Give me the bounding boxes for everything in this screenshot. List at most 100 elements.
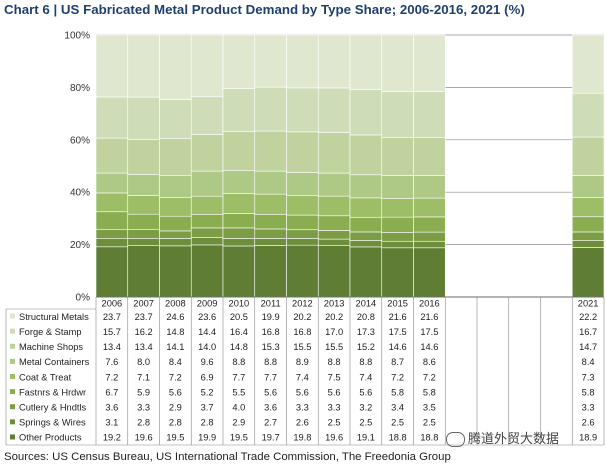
data-label: 8.6 (423, 357, 436, 367)
bar-segment (159, 138, 192, 176)
data-label: 14.1 (166, 342, 184, 352)
bar-segment (413, 197, 446, 218)
data-label: 8.4 (169, 357, 182, 367)
bar-segment (571, 216, 605, 233)
bar-segment (381, 198, 414, 218)
data-label: 16.4 (230, 327, 248, 337)
data-label: 3.6 (105, 403, 118, 413)
legend-label: Coat & Treat (19, 372, 72, 382)
data-label: 19.6 (135, 433, 153, 443)
data-label: 19.2 (103, 433, 121, 443)
data-label: 19.1 (357, 433, 375, 443)
bar-segment (95, 172, 129, 194)
bar-segment (413, 91, 446, 138)
data-label: 3.3 (296, 403, 309, 413)
data-label: 4.0 (232, 403, 245, 413)
bar-segment (95, 34, 129, 98)
legend-swatch (10, 389, 15, 395)
bar-segment (286, 34, 319, 89)
data-label: 7.5 (328, 372, 341, 382)
bar-segment (349, 240, 383, 248)
bar-segment (571, 240, 605, 248)
data-label: 7.3 (582, 372, 595, 382)
data-label: 14.8 (166, 327, 184, 337)
data-label: 19.8 (293, 433, 311, 443)
data-label: 7.2 (105, 372, 118, 382)
bar-segment (317, 215, 351, 231)
data-label: 5.8 (423, 387, 436, 397)
bar-segment (413, 137, 446, 176)
y-tick-label: 20% (70, 240, 90, 251)
data-label: 15.5 (293, 342, 311, 352)
data-label: 3.2 (359, 403, 372, 413)
bar-segment (254, 193, 287, 215)
bar-segment (127, 229, 160, 239)
x-tick-label: 2016 (419, 299, 440, 309)
data-label: 2.6 (582, 418, 595, 428)
bar-segment (159, 175, 192, 198)
data-label: 3.7 (201, 403, 214, 413)
data-label: 20.5 (230, 312, 248, 322)
data-label: 8.0 (137, 357, 150, 367)
legend-swatch (10, 343, 15, 349)
bar-segment (159, 215, 192, 232)
legend-label: Forge & Stamp (19, 327, 82, 337)
legend-label: Metal Containers (19, 357, 90, 367)
data-label: 20.2 (325, 312, 343, 322)
data-label: 23.6 (198, 312, 216, 322)
data-label: 5.6 (296, 387, 309, 397)
bar-segment (413, 175, 446, 199)
bar-segment (381, 240, 414, 249)
bar-segment (381, 247, 414, 298)
bar-segment (222, 213, 256, 229)
data-label: 18.8 (389, 433, 407, 443)
data-label: 3.4 (391, 403, 404, 413)
legend-swatch (10, 404, 15, 410)
data-label: 5.6 (169, 387, 182, 397)
data-label: 16.8 (293, 327, 311, 337)
bar-segment (286, 131, 319, 173)
bar-segment (190, 195, 224, 215)
x-tick-label: 2006 (102, 299, 123, 309)
bar-segment (317, 245, 351, 298)
bar-segment (190, 244, 224, 298)
bar-segment (413, 231, 446, 242)
data-label: 7.7 (264, 372, 277, 382)
bar-segment (95, 246, 129, 298)
data-label: 14.7 (579, 342, 597, 352)
x-tick-label: 2015 (387, 299, 408, 309)
data-label: 8.9 (296, 357, 309, 367)
data-label: 19.7 (262, 433, 280, 443)
data-label: 2.5 (391, 418, 404, 428)
legend-label: Structural Metals (19, 312, 89, 322)
data-label: 15.2 (357, 342, 375, 352)
data-label: 18.8 (420, 433, 438, 443)
data-label: 2.5 (359, 418, 372, 428)
legend-label: Fastnrs & Hrdwr (19, 387, 86, 397)
data-label: 8.7 (391, 357, 404, 367)
data-label: 3.1 (105, 418, 118, 428)
data-label: 14.6 (420, 342, 438, 352)
bar-segment (381, 137, 414, 176)
data-label: 22.2 (579, 312, 597, 322)
bar-segment (349, 216, 383, 233)
bar-segment (254, 130, 287, 172)
data-label: 5.6 (264, 387, 277, 397)
data-label: 13.4 (103, 342, 121, 352)
data-label: 19.9 (262, 312, 280, 322)
data-label: 7.4 (296, 372, 309, 382)
legend-swatch (10, 313, 15, 319)
data-label: 3.6 (264, 403, 277, 413)
bar-segment (159, 34, 192, 100)
data-label: 21.6 (420, 312, 438, 322)
bar-segment (127, 195, 160, 215)
bar-segment (190, 96, 224, 135)
bar-segment (127, 139, 160, 175)
data-label: 7.7 (232, 372, 245, 382)
bar-segment (571, 136, 605, 176)
data-label: 17.0 (325, 327, 343, 337)
bar-segment (159, 238, 192, 247)
data-label: 5.8 (391, 387, 404, 397)
bar-segment (286, 238, 319, 246)
data-label: 17.5 (420, 327, 438, 337)
